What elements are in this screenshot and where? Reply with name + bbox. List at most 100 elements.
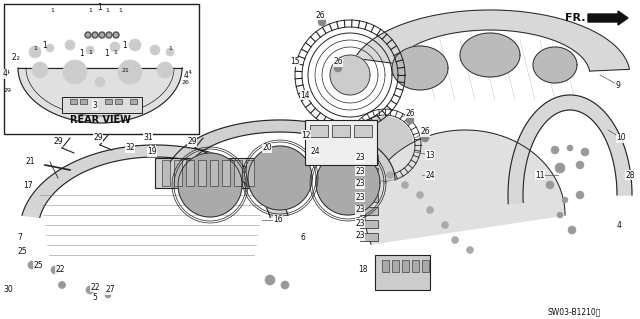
Bar — [210, 160, 218, 186]
Circle shape — [265, 275, 275, 285]
Polygon shape — [355, 10, 630, 71]
Text: 3: 3 — [150, 145, 156, 154]
Text: 22: 22 — [55, 265, 65, 275]
Text: 4: 4 — [616, 220, 621, 229]
Circle shape — [576, 191, 584, 199]
Text: 14: 14 — [300, 91, 310, 100]
Text: 18: 18 — [358, 265, 368, 275]
Circle shape — [568, 226, 576, 234]
Text: 26: 26 — [405, 108, 415, 117]
Bar — [360, 220, 378, 228]
Bar — [105, 99, 112, 104]
Circle shape — [46, 44, 54, 52]
Text: 23: 23 — [355, 205, 365, 214]
Circle shape — [567, 145, 573, 151]
Bar — [222, 160, 230, 186]
Circle shape — [562, 197, 568, 203]
Text: 24: 24 — [310, 147, 320, 157]
Text: 9: 9 — [616, 80, 620, 90]
Bar — [360, 168, 378, 176]
Bar — [115, 99, 122, 104]
Text: 4: 4 — [6, 70, 10, 75]
Circle shape — [581, 148, 589, 156]
Circle shape — [150, 45, 160, 55]
Text: 1: 1 — [118, 8, 122, 12]
Text: 21: 21 — [121, 68, 129, 72]
Text: 1: 1 — [43, 41, 47, 49]
Circle shape — [157, 62, 173, 78]
Bar — [332, 125, 350, 137]
Bar — [412, 260, 419, 272]
Text: 1: 1 — [105, 8, 109, 12]
Circle shape — [86, 46, 94, 54]
Polygon shape — [330, 55, 370, 95]
Text: 1: 1 — [50, 8, 54, 12]
Circle shape — [129, 39, 141, 51]
Bar — [155, 158, 255, 188]
Circle shape — [58, 281, 65, 288]
Text: 17: 17 — [23, 181, 33, 189]
Text: 28: 28 — [625, 170, 635, 180]
Circle shape — [401, 182, 408, 189]
Circle shape — [51, 266, 59, 274]
Text: 4: 4 — [184, 70, 188, 79]
Bar — [354, 125, 372, 137]
Text: 1: 1 — [88, 8, 92, 12]
FancyArrow shape — [588, 11, 628, 25]
Bar — [62, 97, 142, 113]
Text: REAR VIEW: REAR VIEW — [70, 115, 131, 125]
Text: 5: 5 — [93, 293, 97, 302]
Text: 23: 23 — [355, 232, 365, 241]
Text: 30: 30 — [3, 286, 13, 294]
Circle shape — [467, 247, 474, 254]
Bar — [305, 120, 377, 165]
Circle shape — [318, 18, 326, 26]
Bar — [360, 181, 378, 189]
Circle shape — [557, 212, 563, 218]
Bar — [80, 99, 87, 104]
Circle shape — [118, 60, 142, 84]
Text: 21: 21 — [25, 158, 35, 167]
Polygon shape — [357, 117, 413, 173]
Text: 26: 26 — [181, 79, 189, 85]
Bar — [392, 260, 399, 272]
Circle shape — [555, 163, 565, 173]
Circle shape — [576, 161, 584, 169]
Polygon shape — [178, 153, 242, 217]
Text: 12: 12 — [301, 130, 311, 139]
Bar — [234, 160, 242, 186]
Text: 1: 1 — [98, 3, 102, 11]
Circle shape — [281, 281, 289, 289]
Text: 1: 1 — [88, 49, 92, 55]
Text: 20: 20 — [262, 144, 272, 152]
Polygon shape — [533, 47, 577, 83]
Text: 32: 32 — [125, 144, 135, 152]
Text: FR.: FR. — [564, 13, 585, 23]
Text: 23: 23 — [355, 167, 365, 175]
Text: 29: 29 — [53, 137, 63, 146]
Bar — [130, 99, 137, 104]
Bar — [422, 260, 429, 272]
Circle shape — [63, 60, 87, 84]
Circle shape — [32, 62, 48, 78]
Bar — [246, 160, 254, 186]
Circle shape — [106, 32, 112, 38]
Polygon shape — [22, 145, 288, 217]
Polygon shape — [248, 146, 312, 210]
Text: 1: 1 — [79, 49, 84, 58]
Polygon shape — [392, 46, 448, 90]
Text: 4: 4 — [3, 70, 8, 78]
Bar — [198, 160, 206, 186]
Circle shape — [113, 32, 119, 38]
Circle shape — [86, 286, 94, 294]
Bar — [162, 160, 170, 186]
Text: 1: 1 — [104, 49, 109, 58]
Text: 2: 2 — [12, 54, 17, 63]
Text: 24: 24 — [425, 170, 435, 180]
Circle shape — [417, 191, 424, 198]
Text: 1: 1 — [113, 49, 117, 55]
Text: 29: 29 — [93, 133, 103, 143]
Text: 26: 26 — [420, 128, 430, 137]
Circle shape — [29, 46, 41, 58]
Text: 11: 11 — [535, 170, 545, 180]
